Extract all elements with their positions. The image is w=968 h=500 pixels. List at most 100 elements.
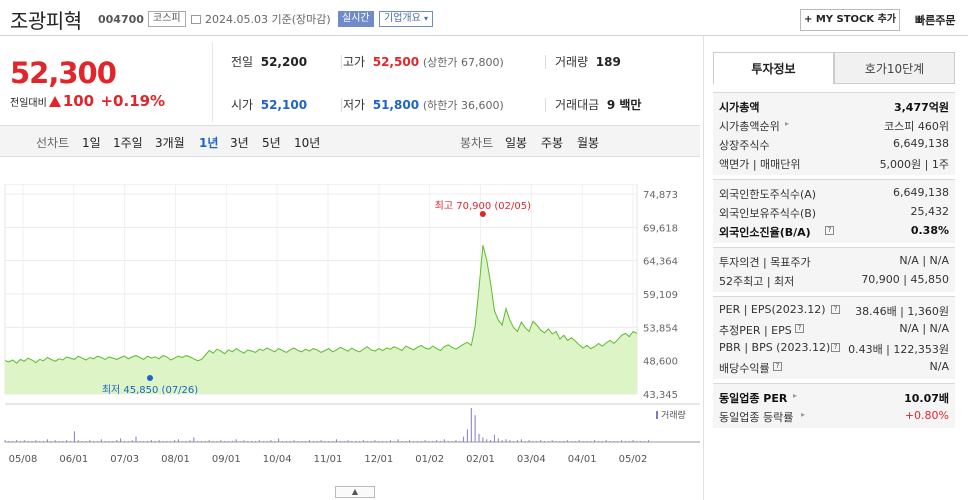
tab-order-book[interactable]: 호가10단계	[834, 52, 955, 84]
tab-3m[interactable]: 3개월	[155, 136, 185, 150]
info-row-label: 추정PER | EPS	[719, 324, 792, 337]
y-tick-label: 53,854	[643, 323, 678, 334]
investment-info-panel: 투자정보 호가10단계 시가총액 3,477억원 시가총액순위 ▸ 코스피 460위 상…	[713, 52, 955, 428]
help-icon[interactable]: ?	[831, 343, 840, 352]
prev-close: 전일 52,200	[231, 53, 307, 70]
info-row: 시가총액순위 ▸ 코스피 460위	[713, 115, 955, 134]
help-icon[interactable]: ?	[825, 226, 834, 235]
info-row: 추정PER | EPS? N/A | N/A	[713, 319, 955, 338]
high-label: 고가	[343, 55, 366, 69]
info-row: 시가총액 3,477억원	[713, 96, 955, 115]
tab-daily[interactable]: 일봉	[505, 136, 528, 150]
info-row-value: 코스피 460위	[884, 120, 949, 133]
info-row-label: 52주최고 | 최저	[719, 275, 795, 288]
amount-label: 거래대금	[555, 98, 600, 112]
tab-10y[interactable]: 10년	[294, 136, 321, 150]
info-row-value: 38.46배 | 1,360원	[855, 305, 949, 318]
x-tick-label: 06/01	[59, 454, 88, 465]
tab-1d[interactable]: 1일	[82, 136, 101, 150]
info-row-label: 액면가 | 매매단위	[719, 158, 801, 171]
day-low: 저가 51,800 (하한가 36,600)	[343, 96, 504, 113]
info-row-value: 0.43배 | 122,353원	[848, 343, 949, 356]
chevron-right-icon[interactable]: ▸	[785, 119, 790, 128]
x-tick-label: 03/04	[517, 454, 546, 465]
tab-1y[interactable]: 1년	[199, 136, 219, 150]
x-tick-label: 07/03	[110, 454, 139, 465]
info-row: 동일업종 등락률 ▸ +0.80%	[713, 406, 955, 425]
corp-info-dropdown[interactable]: 기업개요 ▾	[379, 11, 434, 27]
chevron-right-icon[interactable]: ▸	[793, 391, 798, 400]
chevron-right-icon[interactable]: ▸	[801, 410, 806, 419]
tab-1w[interactable]: 1주일	[113, 136, 143, 150]
market-badge: 코스피	[148, 11, 186, 27]
trade-amount: 거래대금 9 백만	[555, 96, 641, 113]
base-date-text: 2024.05.03 기준(장마감)	[205, 13, 331, 26]
price-chart[interactable]: 74,873 69,618 64,364 59,109 53,854 48,600 43,3…	[0, 184, 700, 474]
tab-weekly[interactable]: 주봉	[541, 136, 564, 150]
low-annotation: 최저 45,850 (07/26)	[102, 384, 198, 396]
base-date: 2024.05.03 기준(장마감)	[191, 11, 331, 27]
x-tick-label: 11/01	[314, 454, 343, 465]
stock-name: 조광피혁	[10, 9, 82, 33]
y-tick-label: 69,618	[643, 223, 678, 234]
price-line	[4, 245, 638, 364]
high-marker	[479, 211, 486, 217]
corp-info-label: 기업개요	[384, 13, 421, 24]
open-value: 52,100	[260, 98, 308, 112]
change-percent: +0.19%	[100, 92, 166, 110]
info-row-value: N/A	[929, 360, 949, 373]
quick-order-link[interactable]: 빠른주문	[915, 14, 956, 27]
valuation-group: PER | EPS(2023.12)? 38.46배 | 1,360원 추정PER …	[713, 296, 955, 379]
tab-monthly[interactable]: 월봉	[577, 136, 600, 150]
day-high: 고가 52,500 (상한가 67,800)	[343, 53, 504, 70]
x-tick-label: 09/01	[212, 454, 241, 465]
info-row-value: 6,649,138	[893, 137, 949, 150]
chevron-up-icon: ▲	[351, 487, 359, 496]
info-row-label: 투자의견 | 목표주가	[719, 256, 811, 269]
tab-investment-info[interactable]: 투자정보	[713, 52, 834, 84]
info-row-label: 외국인한도주식수(A)	[719, 188, 817, 201]
x-tick-label: 12/01	[364, 454, 393, 465]
info-row-value: 6,649,138	[893, 186, 949, 199]
help-icon[interactable]: ?	[831, 305, 840, 314]
period-tabs: 선차트 1일 1주일 3개월 1년 3년 5년 10년 봉차트 일봉 주봉 월봉	[0, 125, 700, 157]
prev-label: 전일	[231, 55, 254, 69]
low-value: 51,800	[372, 98, 420, 112]
volume-legend-swatch	[656, 411, 658, 419]
my-stock-add-button[interactable]: + MY STOCK 추가	[800, 9, 900, 31]
info-row-label: 외국인소진율(B/A)	[719, 226, 811, 239]
x-tick-label: 02/01	[466, 454, 495, 465]
upper-limit: (상한가 67,800)	[422, 56, 504, 69]
calendar-icon	[191, 15, 201, 24]
x-tick-label: 05/02	[619, 454, 648, 465]
tab-3y[interactable]: 3년	[230, 136, 249, 150]
info-row: PBR | BPS (2023.12)? 0.43배 | 122,353원	[713, 338, 955, 357]
price-area	[5, 245, 637, 394]
x-tick-label: 01/02	[415, 454, 444, 465]
info-row-value: 25,432	[910, 205, 950, 218]
foreign-holding-group: 외국인한도주식수(A) 6,649,138 외국인보유주식수(B) 25,432 외국인…	[713, 179, 955, 243]
volume-label: 거래량	[555, 55, 589, 69]
high-annotation: 최고 70,900 (02/05)	[435, 200, 531, 212]
low-label: 저가	[343, 98, 366, 112]
opinion-group: 투자의견 | 목표주가 N/A | N/A 52주최고 | 최저 70,900 | 4…	[713, 247, 955, 292]
realtime-button[interactable]: 실시간	[338, 11, 374, 27]
info-row-label: 동일업종 등락률	[719, 411, 794, 424]
info-row-value: +0.80%	[904, 409, 949, 422]
y-tick-label: 64,364	[643, 257, 678, 268]
info-row-label: 동일업종 PER	[719, 392, 788, 405]
help-icon[interactable]: ?	[795, 324, 804, 333]
info-row-label: PER | EPS(2023.12)	[719, 303, 826, 316]
info-row: 동일업종 PER ▸ 10.07배	[713, 387, 955, 406]
chevron-down-icon: ▾	[424, 14, 429, 23]
info-row-value: 3,477억원	[893, 101, 949, 114]
info-row-value: 5,000원 | 1주	[879, 158, 949, 171]
info-row: 투자의견 | 목표주가 N/A | N/A	[713, 251, 955, 270]
expand-chart-button[interactable]: ▲	[335, 486, 375, 498]
tab-5y[interactable]: 5년	[262, 136, 281, 150]
help-icon[interactable]: ?	[773, 362, 782, 371]
market-cap-group: 시가총액 3,477억원 시가총액순위 ▸ 코스피 460위 상장주식수 6,649,13…	[713, 92, 955, 175]
info-row: 배당수익률? N/A	[713, 357, 955, 376]
info-row-label: 시가총액	[719, 101, 760, 114]
info-row-value: 70,900 | 45,850	[861, 273, 949, 286]
